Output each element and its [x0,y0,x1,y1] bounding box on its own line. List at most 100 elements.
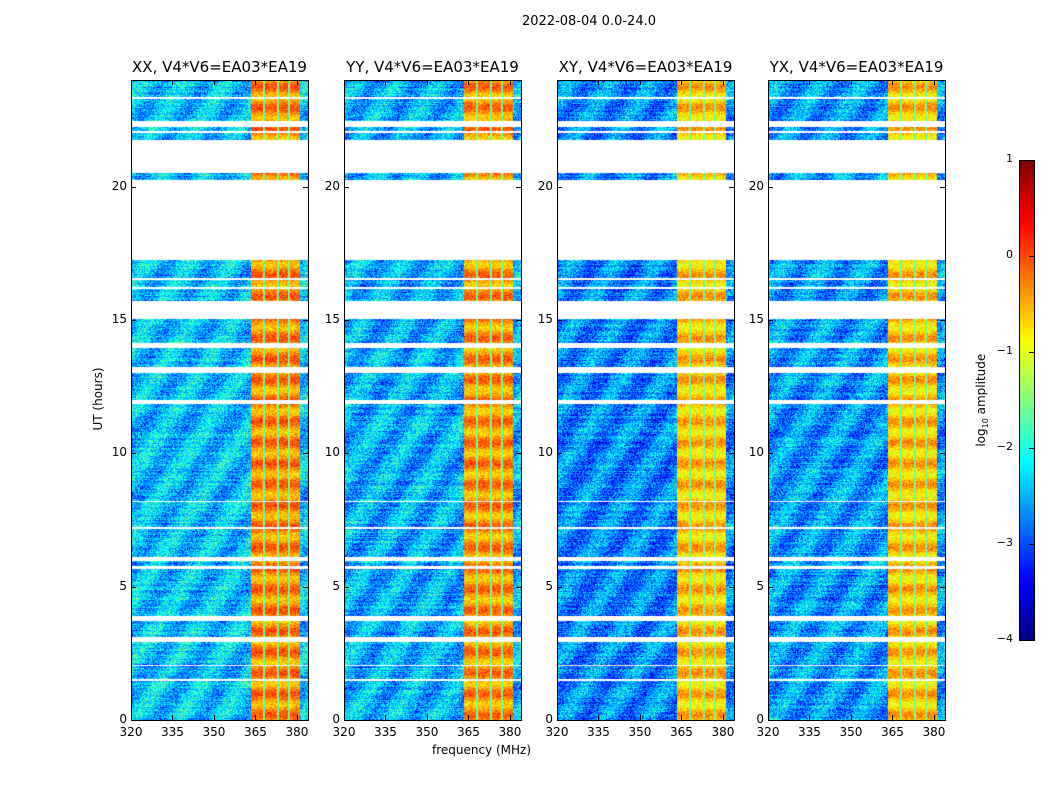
x-tick-label: 320 [119,725,143,739]
y-tick-mark [729,453,734,455]
x-tick-mark [639,80,641,85]
heatmap-image [132,81,308,720]
y-tick-mark [131,186,136,188]
x-tick-mark [385,80,387,85]
colorbar-image [1020,161,1034,640]
y-tick-mark [940,720,945,721]
y-tick-mark [131,586,136,588]
colorbar-tick-label: −1 [996,344,1013,357]
x-tick-mark [468,715,470,720]
y-tick-mark [131,320,136,321]
x-tick-mark [557,715,558,720]
x-tick-mark [131,80,132,85]
heatmap-panel [344,80,522,721]
y-tick-mark [303,320,308,321]
x-tick-label: 365 [881,725,904,739]
x-tick-label: 320 [756,725,780,739]
x-tick-mark [892,80,894,85]
x-tick-mark [296,80,298,85]
y-tick-mark [131,720,136,721]
x-tick-label: 380 [711,725,735,739]
y-tick-mark [303,186,308,188]
y-tick-label: 15 [748,312,764,326]
x-tick-mark [557,80,558,85]
x-tick-mark [509,80,511,85]
x-tick-mark [850,80,852,85]
x-tick-mark [598,80,600,85]
y-tick-label: 15 [537,312,553,326]
x-tick-mark [344,80,345,85]
colorbar-tick-label: −3 [996,536,1013,549]
y-tick-mark [729,186,734,188]
x-tick-label: 320 [332,725,356,739]
y-tick-mark [516,453,521,455]
x-tick-mark [768,715,769,720]
x-tick-mark [933,715,935,720]
x-tick-mark [933,80,935,85]
y-tick-label: 10 [748,445,764,460]
x-tick-label: 380 [498,725,522,739]
y-tick-label: 20 [111,178,127,193]
colorbar-label: log10 amplitude [974,348,990,452]
y-tick-mark [516,586,521,588]
y-tick-label: 10 [537,445,553,460]
y-tick-label: 15 [111,312,127,326]
x-tick-label: 335 [587,725,610,739]
heatmap-panel [768,80,946,721]
colorbar-gradient [1019,160,1035,641]
y-tick-mark [344,586,349,588]
heatmap-panel [557,80,735,721]
colorbar-tick-label: −2 [996,440,1013,453]
panel-title: YY, V4*V6=EA03*EA19 [346,58,519,76]
x-tick-mark [768,80,769,85]
y-tick-label: 0 [545,712,553,726]
x-tick-mark [426,80,428,85]
y-tick-mark [768,453,773,455]
y-tick-label: 5 [332,578,340,593]
colorbar-tick-mark [1029,256,1034,257]
x-tick-mark [722,80,724,85]
colorbar-tick-label: 0 [1006,248,1013,261]
colorbar-tick-mark [1029,448,1034,449]
x-tick-mark [344,715,345,720]
x-axis-label: frequency (MHz) [432,743,532,757]
y-tick-label: 10 [111,445,127,460]
x-tick-mark [639,715,641,720]
y-tick-label: 5 [756,578,764,593]
y-tick-mark [768,720,773,721]
y-tick-mark [940,320,945,321]
x-tick-label: 350 [839,725,863,739]
heatmap-image [769,81,945,720]
panel-title: XY, V4*V6=EA03*EA19 [558,58,733,76]
y-tick-mark [940,453,945,455]
colorbar-tick-label: −4 [996,632,1013,645]
y-tick-mark [344,186,349,188]
x-tick-mark [598,715,600,720]
y-tick-mark [768,586,773,588]
colorbar-tick-mark [1029,160,1034,161]
y-tick-label: 10 [324,445,340,460]
x-tick-mark [172,80,174,85]
y-tick-mark [768,186,773,188]
x-tick-mark [385,715,387,720]
panel-title: YX, V4*V6=EA03*EA19 [769,58,944,76]
x-tick-label: 365 [457,725,480,739]
y-tick-label: 0 [756,712,764,726]
x-tick-label: 380 [285,725,309,739]
y-tick-label: 20 [748,178,764,193]
x-tick-label: 335 [374,725,397,739]
y-tick-mark [131,453,136,455]
colorbar-tick-mark [1029,640,1034,641]
y-tick-label: 0 [119,712,127,726]
heatmap-panel [131,80,309,721]
x-tick-mark [131,715,132,720]
y-tick-mark [940,186,945,188]
colorbar-tick-mark [1029,544,1034,545]
y-axis-label: UT (hours) [91,367,105,431]
y-tick-label: 0 [332,712,340,726]
x-tick-label: 320 [545,725,569,739]
y-tick-mark [303,586,308,588]
figure-suptitle: 2022-08-04 0.0-24.0 [522,14,656,29]
x-tick-label: 365 [670,725,693,739]
